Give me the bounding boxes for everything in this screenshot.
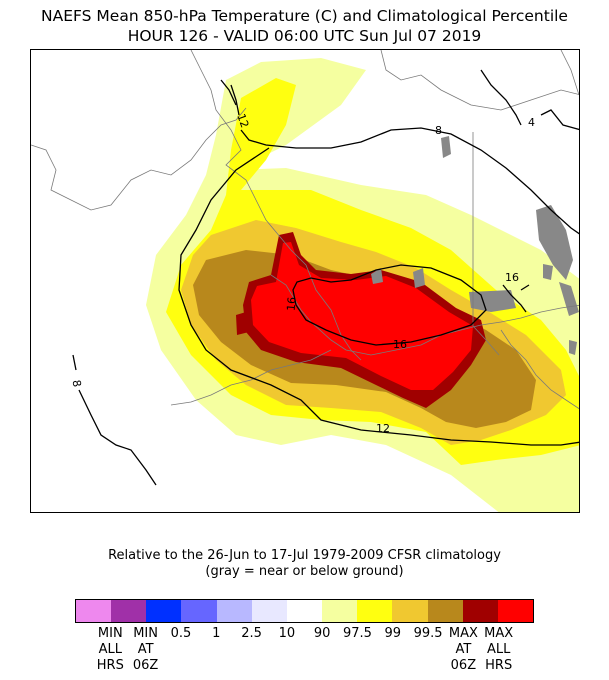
colorbar-tick-label: MAX AT 06Z (448, 626, 478, 673)
colorbar-swatch (357, 600, 393, 622)
gray-note-caption: (gray = near or below ground) (205, 564, 404, 579)
below-ground-patch (569, 340, 577, 355)
below-ground-patch (559, 282, 579, 316)
contour-label-12-north: 12 (234, 112, 251, 130)
contour-label-12-south: 12 (376, 422, 390, 435)
colorbar-swatch (462, 600, 498, 622)
colorbar-tick-label: 2.5 (241, 626, 262, 641)
below-ground-patch (441, 136, 451, 158)
colorbar-tick-label: MIN ALL HRS (96, 626, 124, 673)
below-ground-patch (371, 268, 383, 284)
contour-label-16-south: 16 (393, 338, 407, 351)
colorbar-swatch (216, 600, 252, 622)
contour-label-16-east: 16 (505, 271, 519, 284)
coastline (190, 50, 362, 361)
temperature-contour-8c (230, 84, 579, 235)
temperature-contour-12c-top (220, 79, 237, 106)
colorbar-swatch (181, 600, 217, 622)
country-border (472, 132, 500, 356)
below-ground-patch (536, 205, 573, 280)
colorbar-swatch (322, 600, 358, 622)
coastline (270, 274, 579, 356)
colorbar-swatch (146, 600, 182, 622)
colorbar-tick-label: 1 (212, 626, 221, 641)
colorbar-tick-label: 90 (313, 626, 331, 641)
colorbar-tick-label: MIN AT 06Z (132, 626, 159, 673)
contour-label-4-northeast: 4 (528, 116, 535, 129)
colorbar-swatch (497, 600, 534, 622)
temperature-contour-4c (480, 69, 579, 131)
chart-title: NAEFS Mean 850-hPa Temperature (C) and C… (41, 7, 568, 25)
below-ground-patch (413, 268, 425, 288)
coastline (31, 107, 247, 211)
coastline (170, 349, 332, 406)
colorbar-swatch (111, 600, 147, 622)
colorbar-tick-label: 0.5 (170, 626, 192, 641)
colorbar-tick-label: MAX ALL HRS (484, 626, 514, 673)
contour-label-8-southwest: 8 (70, 379, 84, 388)
colorbar-tick-label: 10 (278, 626, 296, 641)
colorbar-swatch (251, 600, 287, 622)
temperature-contour-12c (178, 147, 579, 446)
colorbar-swatch (427, 600, 463, 622)
coastline (380, 50, 579, 111)
percentile-colorbar (75, 599, 534, 623)
contour-label-16-west: 16 (285, 296, 299, 311)
colorbar-tick-label: 99 (384, 626, 402, 641)
chart-subtitle: HOUR 126 - VALID 06:00 UTC Sun Jul 07 20… (127, 27, 482, 45)
map-panel: 8 12 16 16 16 12 8 4 (30, 49, 580, 513)
colorbar-swatch (392, 600, 428, 622)
colorbar-tick-label: 97.5 (342, 626, 372, 641)
max-all-hours-patch (236, 312, 249, 335)
temperature-contour-16c-east (502, 284, 530, 313)
climatology-caption: Relative to the 26-Jun to 17-Jul 1979-20… (108, 548, 501, 563)
temperature-contour-8c-southwest (72, 354, 157, 486)
colorbar-tick-label: 99.5 (413, 626, 443, 641)
coastline (560, 50, 579, 96)
coastline (500, 329, 579, 410)
temperature-contour-16c (292, 264, 487, 346)
contour-label-8-north: 8 (435, 124, 442, 137)
colorbar-swatch (286, 600, 323, 622)
map-canvas: 8 12 16 16 16 12 8 4 (31, 50, 579, 512)
below-ground-patch (543, 264, 553, 280)
colorbar-swatch (76, 600, 112, 622)
